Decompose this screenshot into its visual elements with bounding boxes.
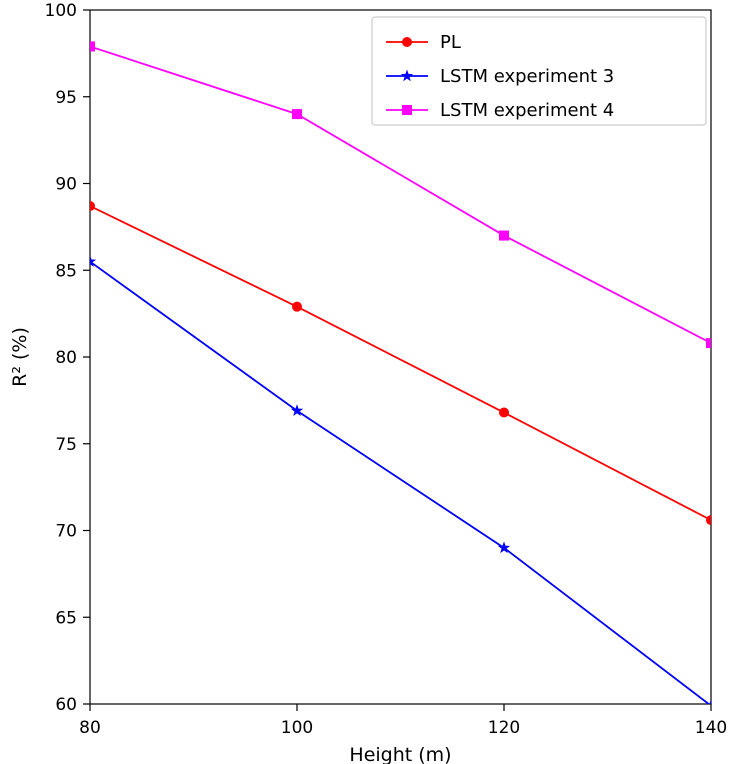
legend-label: LSTM experiment 4 [440,100,614,121]
data-point-marker [706,338,711,349]
legend-item: PL [386,32,461,53]
series-line [90,260,711,704]
x-axis-label: Height (m) [349,744,451,764]
legend-label: LSTM experiment 3 [440,66,614,87]
series-line [90,45,711,344]
x-tick-label: 120 [488,718,520,738]
series-pl [90,201,711,526]
x-tick-label: 80 [79,718,101,738]
data-point-marker [400,69,414,82]
data-point-marker [499,407,509,418]
y-tick-label: 75 [55,435,77,455]
y-tick-label: 95 [55,88,77,108]
data-point-marker [499,230,509,241]
data-point-marker [706,515,711,526]
x-tick-label: 140 [695,718,727,738]
data-point-marker [290,404,304,417]
y-tick-label: 100 [45,1,77,21]
y-axis-label: R² (%) [9,327,31,387]
data-point-marker [292,109,302,120]
legend: PL LSTM experiment 3 LSTM experiment 4 [371,16,707,126]
y-tick-label: 85 [55,261,77,281]
legend-label: PL [440,32,461,53]
data-point-marker [704,699,711,704]
data-point-marker [90,201,95,212]
data-point-marker [497,541,511,554]
x-tick-label: 100 [281,718,313,738]
legend-box [371,16,707,126]
series-lstm-experiment-3 [90,255,711,704]
legend-item: LSTM experiment 3 [386,66,614,87]
y-tick-label: 80 [55,348,77,368]
data-point-marker [402,37,412,47]
y-tick-label: 60 [55,695,77,715]
y-tick-label: 70 [55,522,77,542]
legend-item: LSTM experiment 4 [386,100,614,121]
series-line [90,205,711,521]
series-lstm-experiment-4 [90,41,711,349]
data-point-marker [292,301,302,312]
y-tick-label: 65 [55,608,77,628]
y-tick-label: 90 [55,175,77,195]
data-point-marker [90,41,95,52]
data-point-marker [402,105,412,115]
data-point-marker [90,255,97,267]
